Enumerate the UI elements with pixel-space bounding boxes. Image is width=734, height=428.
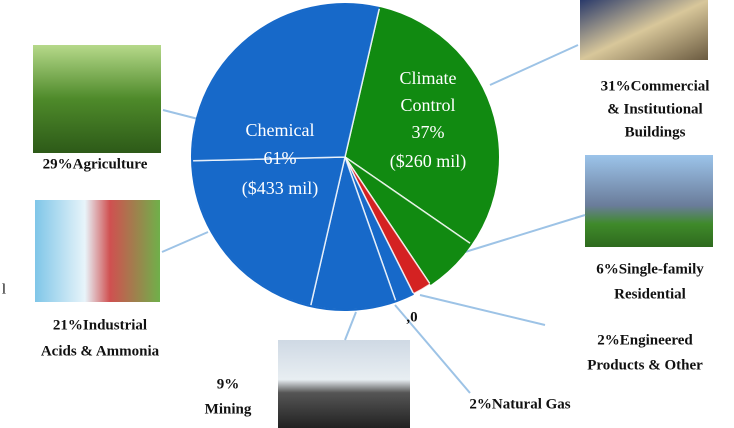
photo-agriculture <box>33 45 161 153</box>
slice-label: Buildings <box>625 124 686 140</box>
group-amount: ($260 mil) <box>390 151 467 172</box>
slice-label: 31%Commercial <box>601 78 710 94</box>
slice-label: 29%Agriculture <box>43 156 148 172</box>
annotation: l <box>2 281 6 297</box>
slice-label: 6%Single-family <box>596 261 704 277</box>
group-percent: 37% <box>412 122 445 142</box>
leader-line <box>464 214 586 253</box>
slice-label: 21%Industrial <box>53 317 147 333</box>
photo-commercial <box>580 0 708 60</box>
slice-label: Residential <box>614 286 686 302</box>
slice-label: & Institutional <box>607 101 702 117</box>
leader-line <box>419 294 546 326</box>
slice-label: Mining <box>205 401 252 417</box>
leader-line <box>489 44 579 86</box>
photo-industrial <box>35 200 160 302</box>
photo-mining <box>278 340 410 428</box>
slice-label: Acids & Ammonia <box>41 343 160 359</box>
group-percent: 61% <box>264 148 297 168</box>
leader-line <box>162 109 203 121</box>
slice-label: 9% <box>217 376 240 392</box>
group-name: Chemical <box>246 120 315 140</box>
leader-line <box>161 231 209 253</box>
group-name: Control <box>400 95 455 115</box>
group-arc <box>191 3 414 311</box>
leader-line <box>344 311 357 341</box>
slice-label: 2%Engineered <box>597 332 693 348</box>
group-arc <box>379 6 499 285</box>
slice-label: Products & Other <box>587 357 703 373</box>
group-name: Climate <box>400 68 457 88</box>
leader-line <box>394 304 471 394</box>
annotation: ,0 <box>406 309 417 325</box>
photo-residential <box>585 155 713 247</box>
group-amount: ($433 mil) <box>242 178 319 199</box>
slice-label: 2%Natural Gas <box>469 396 570 412</box>
leader-lines <box>161 44 586 394</box>
